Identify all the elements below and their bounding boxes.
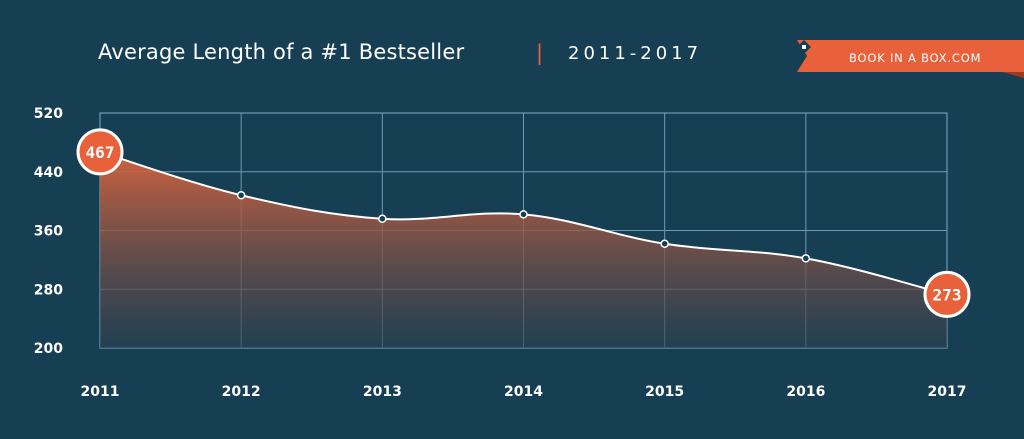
badge-value: 467 [86, 143, 115, 162]
x-tick-label: 2013 [363, 384, 402, 400]
y-tick-label: 440 [34, 165, 63, 181]
y-axis-ticks: 520 440 360 280 200 [34, 106, 63, 357]
badge-value: 273 [933, 285, 962, 304]
y-tick-label: 200 [34, 341, 63, 357]
badge-circle [76, 128, 124, 176]
badge-circle [923, 270, 971, 318]
x-axis-ticks: 2011 2012 2013 2014 2015 2016 2017 [81, 384, 967, 400]
data-point [660, 239, 669, 248]
value-badge: 273 [923, 270, 971, 318]
value-badges: 467 273 [76, 128, 971, 318]
data-point [236, 191, 246, 200]
data-point [378, 214, 387, 223]
brand-label: BOOK IN A BOX.COM [849, 51, 982, 65]
x-tick-label: 2014 [504, 384, 543, 400]
title-separator: | [536, 41, 544, 65]
area-fill [100, 151, 947, 348]
y-tick-label: 360 [34, 224, 63, 240]
brand-ribbon[interactable]: BOOK IN A BOX.COM [797, 40, 1024, 78]
x-tick-label: 2016 [786, 384, 825, 400]
book-in-a-box-logo-icon [797, 40, 811, 54]
x-tick-label: 2015 [645, 384, 684, 400]
data-point [519, 210, 528, 219]
chart-title: Average Length of a #1 Bestseller [98, 40, 465, 64]
data-points [236, 191, 811, 263]
x-tick-label: 2012 [222, 384, 261, 400]
date-range: 2011-2017 [568, 43, 703, 64]
x-tick-label: 2017 [928, 384, 967, 400]
data-point [801, 254, 811, 263]
x-tick-label: 2011 [81, 384, 120, 400]
ribbon-shape [797, 40, 1024, 78]
y-tick-label: 280 [34, 282, 63, 298]
y-tick-label: 520 [34, 106, 63, 122]
value-badge: 467 [76, 128, 124, 176]
